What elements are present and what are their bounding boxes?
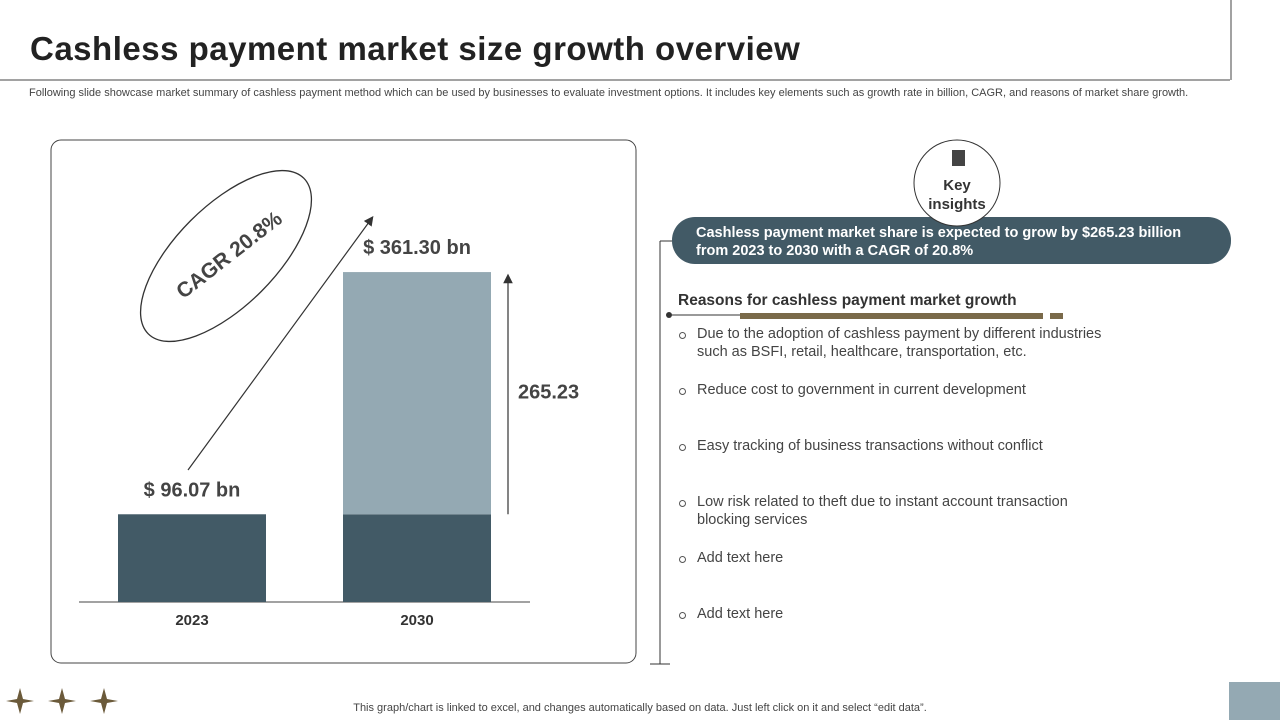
title: Cashless payment market size growth over… (30, 30, 801, 67)
badge-icon (952, 150, 965, 166)
bar-segment (343, 272, 491, 515)
corner-block (1229, 682, 1280, 720)
heading-accent (1050, 313, 1063, 319)
subtitle: Following slide showcase market summary … (29, 87, 1189, 99)
reason: Add text here (678, 549, 1118, 587)
reason: Easy tracking of business transactions w… (678, 437, 1118, 475)
bar-segment (118, 514, 266, 602)
footer: This graph/chart is linked to excel, and… (353, 702, 927, 714)
badge-label: Key insights (928, 177, 986, 213)
reason: Reduce cost to government in current dev… (678, 381, 1118, 419)
heading-accent (740, 313, 1043, 319)
reason: Due to the adoption of cashless payment … (678, 325, 1118, 363)
total-label: $ 96.07 bn (144, 479, 241, 501)
dot (666, 312, 672, 318)
cagr-ellipse (139, 169, 313, 343)
badge (913, 139, 1001, 227)
total-label: $ 361.30 bn (363, 237, 471, 259)
reasons-heading: Reasons for cashless payment market grow… (678, 292, 1017, 309)
x-tick-label: 2030 (400, 612, 433, 629)
x-tick-label: 2023 (175, 612, 208, 629)
reasons-list: Due to the adoption of cashless payment … (678, 325, 1118, 661)
summary: Cashless payment market share is expecte… (696, 225, 1182, 259)
growth-label: 265.23 (518, 381, 579, 403)
summary-banner (672, 217, 1231, 264)
reason: Low risk related to theft due to instant… (678, 493, 1118, 531)
growth-arrow (187, 216, 374, 471)
bar-segment (343, 514, 491, 602)
stars (6, 688, 118, 714)
chart-frame (50, 139, 637, 664)
reason: Add text here (678, 605, 1118, 643)
